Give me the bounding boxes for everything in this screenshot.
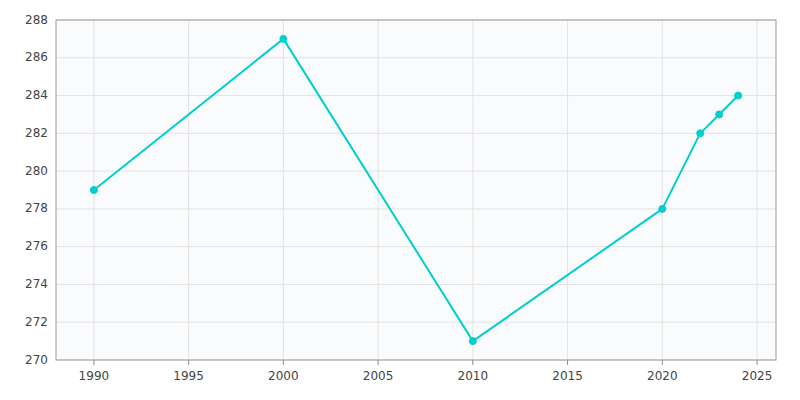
- x-tick-mark: [188, 360, 189, 365]
- data-point: [659, 205, 666, 212]
- y-grid-line: [56, 171, 776, 172]
- page: {"chart_data": {"type": "line", "x": [19…: [0, 0, 800, 400]
- y-tick-label: 280: [25, 164, 48, 178]
- data-point: [716, 111, 723, 118]
- data-layer: [90, 35, 741, 344]
- y-tick-label: 282: [25, 126, 48, 140]
- data-point: [697, 130, 704, 137]
- x-tick-label: 2020: [647, 369, 678, 383]
- grid: [56, 20, 776, 360]
- y-tick-label: 286: [25, 50, 48, 64]
- data-point: [280, 35, 287, 42]
- y-tick-label: 270: [25, 353, 48, 367]
- chart-container: 270 272 274 276 278 280 282 284 286 288 1990 1995 20…: [0, 0, 800, 400]
- y-tick-label: 274: [25, 277, 48, 291]
- y-grid-line: [56, 246, 776, 247]
- x-grid-line: [472, 20, 473, 360]
- x-grid-line: [567, 20, 568, 360]
- plot-frame: [56, 20, 776, 360]
- x-tick-label: 2025: [742, 369, 773, 383]
- x-grid-line: [662, 20, 663, 360]
- x-tick-label: 2010: [458, 369, 489, 383]
- y-grid-line: [56, 208, 776, 209]
- y-tick-label: 288: [25, 13, 48, 27]
- y-grid-line: [56, 57, 776, 58]
- chart-svg: 270 272 274 276 278 280 282 284 286 288 1990 1995 20…: [0, 0, 800, 400]
- x-tick-label: 1995: [173, 369, 204, 383]
- y-tick-label: 272: [25, 315, 48, 329]
- data-point: [469, 338, 476, 345]
- axes: 270 272 274 276 278 280 282 284 286 288 1990 1995 20…: [25, 13, 776, 384]
- x-tick-mark: [378, 360, 379, 365]
- x-grid-line: [757, 20, 758, 360]
- y-grid-line: [56, 322, 776, 323]
- data-point: [90, 187, 97, 194]
- x-tick-mark: [93, 360, 94, 365]
- y-grid-line: [56, 95, 776, 96]
- x-grid-line: [283, 20, 284, 360]
- x-tick-mark: [567, 360, 568, 365]
- x-tick-label: 2015: [552, 369, 583, 383]
- x-tick-label: 1990: [79, 369, 110, 383]
- plot-background: [56, 20, 776, 360]
- x-tick-mark: [472, 360, 473, 365]
- y-tick-label: 278: [25, 201, 48, 215]
- data-line: [94, 39, 738, 341]
- x-tick-mark: [662, 360, 663, 365]
- x-grid-line: [188, 20, 189, 360]
- x-tick-label: 2000: [268, 369, 299, 383]
- y-tick-label: 284: [25, 88, 48, 102]
- x-tick-mark: [283, 360, 284, 365]
- x-tick-mark: [757, 360, 758, 365]
- y-grid-line: [56, 284, 776, 285]
- y-tick-label: 276: [25, 239, 48, 253]
- x-tick-label: 2005: [363, 369, 394, 383]
- data-point: [735, 92, 742, 99]
